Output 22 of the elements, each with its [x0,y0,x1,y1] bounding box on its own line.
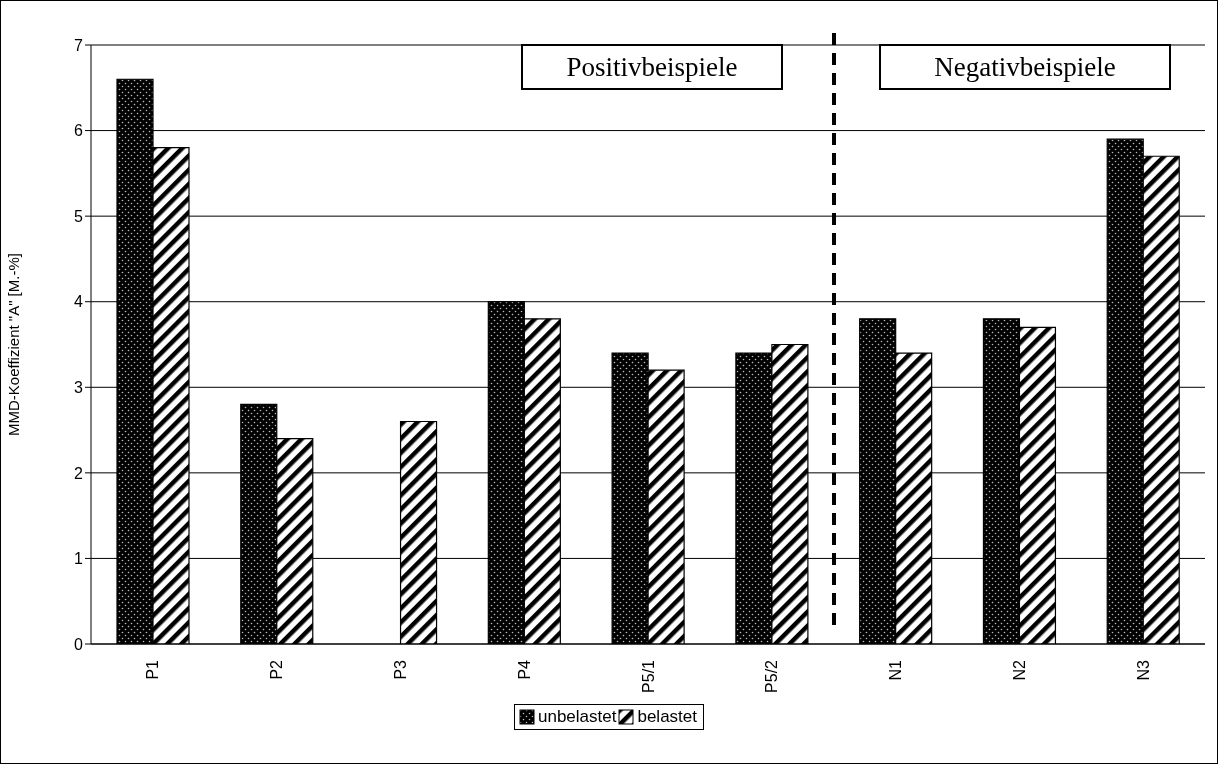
y-tick-label: 4 [74,293,84,311]
y-axis-title: MMD-Koeffizient "A" [M.-%] [5,253,23,436]
x-tick-label: P5/2 [763,659,781,693]
text-box: Positivbeispiele [521,44,783,90]
x-tick-label: N3 [1134,659,1152,681]
legend-label: unbelastet [538,707,617,727]
x-tick-label: N2 [1010,659,1028,681]
x-tick-label: P4 [515,659,533,680]
x-tick-label: P1 [144,659,162,680]
text-box: Negativbeispiele [879,44,1171,90]
legend-label: belastet [637,707,697,727]
x-tick-label: P5/1 [639,659,657,693]
y-tick-label: 5 [74,207,84,225]
y-tick-label: 0 [74,635,84,653]
x-tick-label: P2 [268,659,286,680]
y-tick-label: 1 [74,550,84,568]
y-tick-label: 7 [74,36,84,54]
x-tick-label: P3 [391,659,409,680]
y-tick-label: 6 [74,122,84,140]
y-tick-label: 2 [74,464,84,482]
x-tick-label: N1 [887,659,905,681]
y-tick-label: 3 [74,378,84,396]
